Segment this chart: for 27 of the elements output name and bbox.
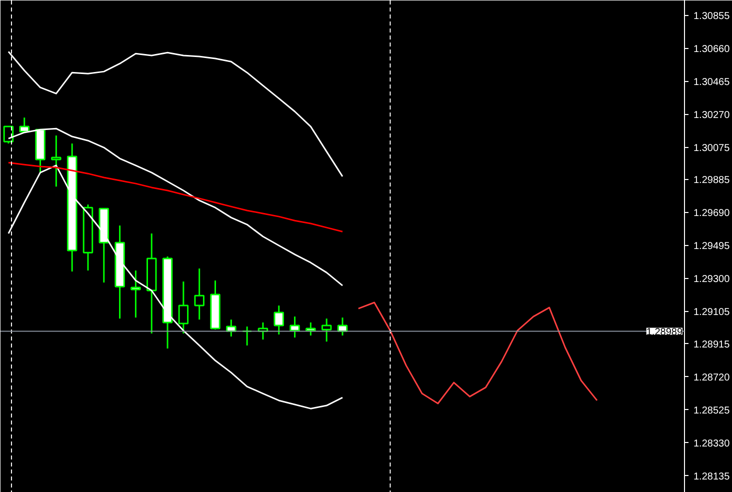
candlestick xyxy=(130,270,141,318)
candlestick xyxy=(290,316,300,338)
y-tick-label: 1.29885 xyxy=(694,175,730,186)
y-tick-label: 1.29690 xyxy=(694,208,730,220)
candlestick xyxy=(306,322,316,336)
y-tick-label: 1.28720 xyxy=(694,372,730,384)
candlestick xyxy=(51,134,62,188)
candlestick xyxy=(321,318,332,342)
y-tick-label: 1.30660 xyxy=(694,44,730,56)
candlestick xyxy=(178,280,189,334)
y-tick-label: 1.29105 xyxy=(694,307,730,318)
y-tick-label: 1.30075 xyxy=(694,143,730,154)
y-tick-label: 1.28525 xyxy=(694,405,730,416)
candlestick xyxy=(194,268,204,320)
candlestick xyxy=(242,326,252,346)
y-tick-label: 1.29300 xyxy=(694,274,730,286)
candlestick xyxy=(274,304,284,336)
y-tick-label: 1.28135 xyxy=(694,471,730,482)
y-tick-label: 1.28915 xyxy=(694,339,730,350)
y-tick-label: 1.29495 xyxy=(694,241,730,252)
y-tick-label: 1.30465 xyxy=(694,77,730,88)
line-series xyxy=(358,302,598,404)
y-tick-label: 1.30855 xyxy=(694,11,730,22)
y-tick-label: 1.30270 xyxy=(694,110,730,122)
line-series xyxy=(8,162,344,232)
y-tick-label: 1.28330 xyxy=(694,438,730,450)
ref-line-label: 1.28989 xyxy=(646,326,683,338)
